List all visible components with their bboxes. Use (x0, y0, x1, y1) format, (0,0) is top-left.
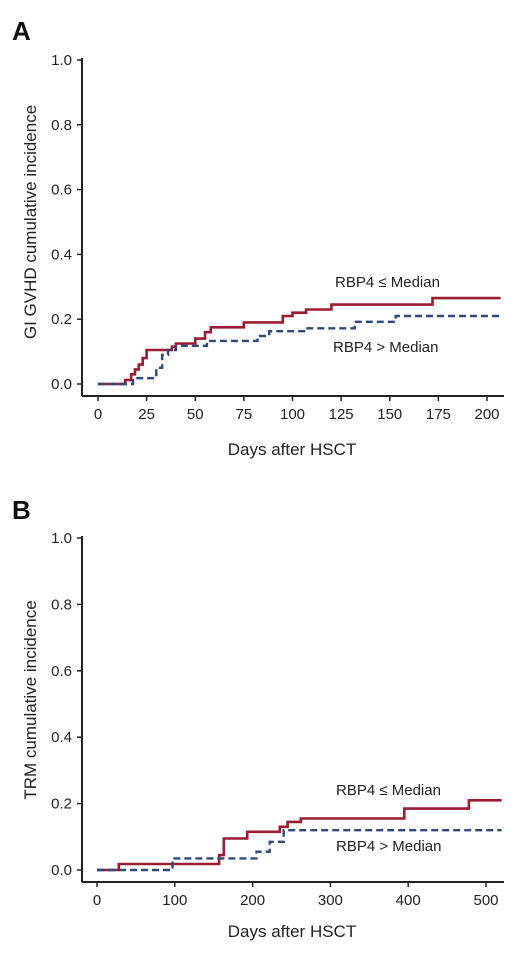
panel-a-y-tick-label: 0.4 (51, 246, 72, 263)
panel-b-label: B (12, 495, 31, 525)
panel-b-y-tick-label: 0.0 (51, 862, 72, 879)
panel-b-y-axis-title: TRM cumulative incidence (21, 600, 40, 799)
panel-a-y-axis-title: GI GVHD cumulative incidence (21, 105, 40, 339)
panel-b-y-tick-label: 1.0 (51, 530, 72, 547)
panel-a-y-tick-label: 1.0 (51, 52, 72, 69)
panel-b-series-label-rbp4-gt-median: RBP4 > Median (336, 838, 441, 855)
panel-a-x-tick-label: 175 (426, 406, 451, 423)
panel-a-x-axis-title: Days after HSCT (228, 440, 356, 459)
panel-a-series-rbp4-le-median-line (98, 296, 501, 386)
panel-b-x-tick-label: 200 (240, 892, 265, 909)
panel-b-y-tick-label: 0.2 (51, 796, 72, 813)
panel-a-y-tick-label: 0.0 (51, 376, 72, 393)
panel-a-x-tick-label: 75 (236, 406, 253, 423)
panel-a-x-tick-label: 125 (329, 406, 354, 423)
panel-a-series-label-rbp4-gt-median: RBP4 > Median (333, 339, 438, 356)
panel-a-x-tick-label: 100 (280, 406, 305, 423)
panel-a-series-label-rbp4-le-median: RBP4 ≤ Median (335, 274, 440, 291)
panel-b-x-tick-label: 400 (396, 892, 421, 909)
panel-b-x-tick-label: 500 (473, 892, 498, 909)
panel-a-x-tick-label: 0 (94, 406, 102, 423)
panel-a-x-tick-label: 150 (377, 406, 402, 423)
panel-a-x-tick-label: 50 (187, 406, 204, 423)
panel-b-x-tick-label: 100 (162, 892, 187, 909)
panel-b-y-tick-label: 0.6 (51, 663, 72, 680)
panel-a-series-rbp4-gt-median-line (98, 314, 501, 386)
panel-b-series-label-rbp4-le-median: RBP4 ≤ Median (336, 782, 441, 799)
panel-a-y-tick-label: 0.6 (51, 182, 72, 199)
panel-a-y-tick-label: 0.8 (51, 117, 72, 134)
panel-b-series-rbp4-le-median-line (97, 799, 502, 872)
panel-b-y-tick-label: 0.8 (51, 596, 72, 613)
panel-b-x-tick-label: 300 (318, 892, 343, 909)
panel-a-y-tick-label: 0.2 (51, 311, 72, 328)
panel-b-x-tick-label: 0 (93, 892, 101, 909)
panel-b-y-tick-label: 0.4 (51, 729, 72, 746)
panel-a-x-tick-label: 25 (138, 406, 155, 423)
panel-b-x-axis-title: Days after HSCT (228, 922, 356, 941)
panel-a-x-tick-label: 200 (474, 406, 499, 423)
panel-a-label: A (12, 16, 31, 46)
